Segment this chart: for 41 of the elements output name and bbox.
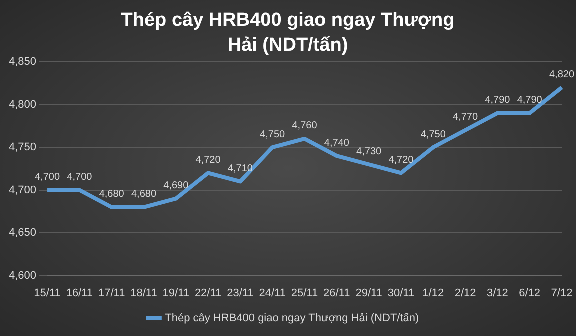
data-label: 4,700 <box>67 172 93 184</box>
x-tick-label: 16/11 <box>66 287 94 300</box>
data-label: 4,820 <box>549 69 575 80</box>
y-tick-label: 4,600 <box>8 270 37 282</box>
x-tick-label: 1/12 <box>422 287 444 300</box>
x-tick-label: 3/12 <box>486 287 508 300</box>
x-tick-label: 26/11 <box>324 287 350 300</box>
data-label: 4,690 <box>164 180 190 192</box>
x-tick-label: 6/12 <box>519 287 541 300</box>
legend-label: Thép cây HRB400 giao ngay Thượng Hải (NDT/tấn) <box>165 312 420 325</box>
data-label: 4,790 <box>485 95 511 106</box>
x-tick-label: 25/11 <box>291 287 318 300</box>
data-label: 4,760 <box>292 120 318 132</box>
y-tick-label: 4,700 <box>8 184 37 196</box>
y-tick-label: 4,750 <box>8 142 37 154</box>
data-label: 4,720 <box>388 154 414 166</box>
x-tick-label: 15/11 <box>34 287 61 300</box>
data-label: 4,740 <box>324 138 350 149</box>
x-tick-label: 30/11 <box>388 287 415 300</box>
data-label: 4,770 <box>453 112 478 124</box>
x-tick-label: 17/11 <box>98 287 126 300</box>
data-label: 4,680 <box>99 189 125 200</box>
x-tick-label: 2/12 <box>454 287 476 300</box>
x-tick-label: 29/11 <box>356 287 382 300</box>
y-tick-label: 4,850 <box>8 56 37 68</box>
x-tick-label: 19/11 <box>162 287 190 300</box>
x-tick-label: 23/11 <box>227 287 254 300</box>
x-tick-label: 22/11 <box>194 287 222 300</box>
data-label: 4,790 <box>517 95 543 106</box>
data-label: 4,700 <box>35 172 60 184</box>
data-label: 4,730 <box>356 146 382 158</box>
data-label: 4,720 <box>196 154 222 166</box>
x-tick-label: 24/11 <box>259 287 286 300</box>
x-tick-label: 7/12 <box>551 287 573 300</box>
chart-title: Thép cây HRB400 giao ngay Thượng Hải (NDT/tấn) <box>120 9 456 58</box>
data-label: 4,750 <box>260 129 286 140</box>
y-tick-label: 4,650 <box>8 227 37 240</box>
data-label: 4,680 <box>131 189 157 200</box>
data-label: 4,750 <box>420 129 446 140</box>
x-tick-label: 18/11 <box>130 287 158 300</box>
y-tick-label: 4,800 <box>8 98 37 111</box>
